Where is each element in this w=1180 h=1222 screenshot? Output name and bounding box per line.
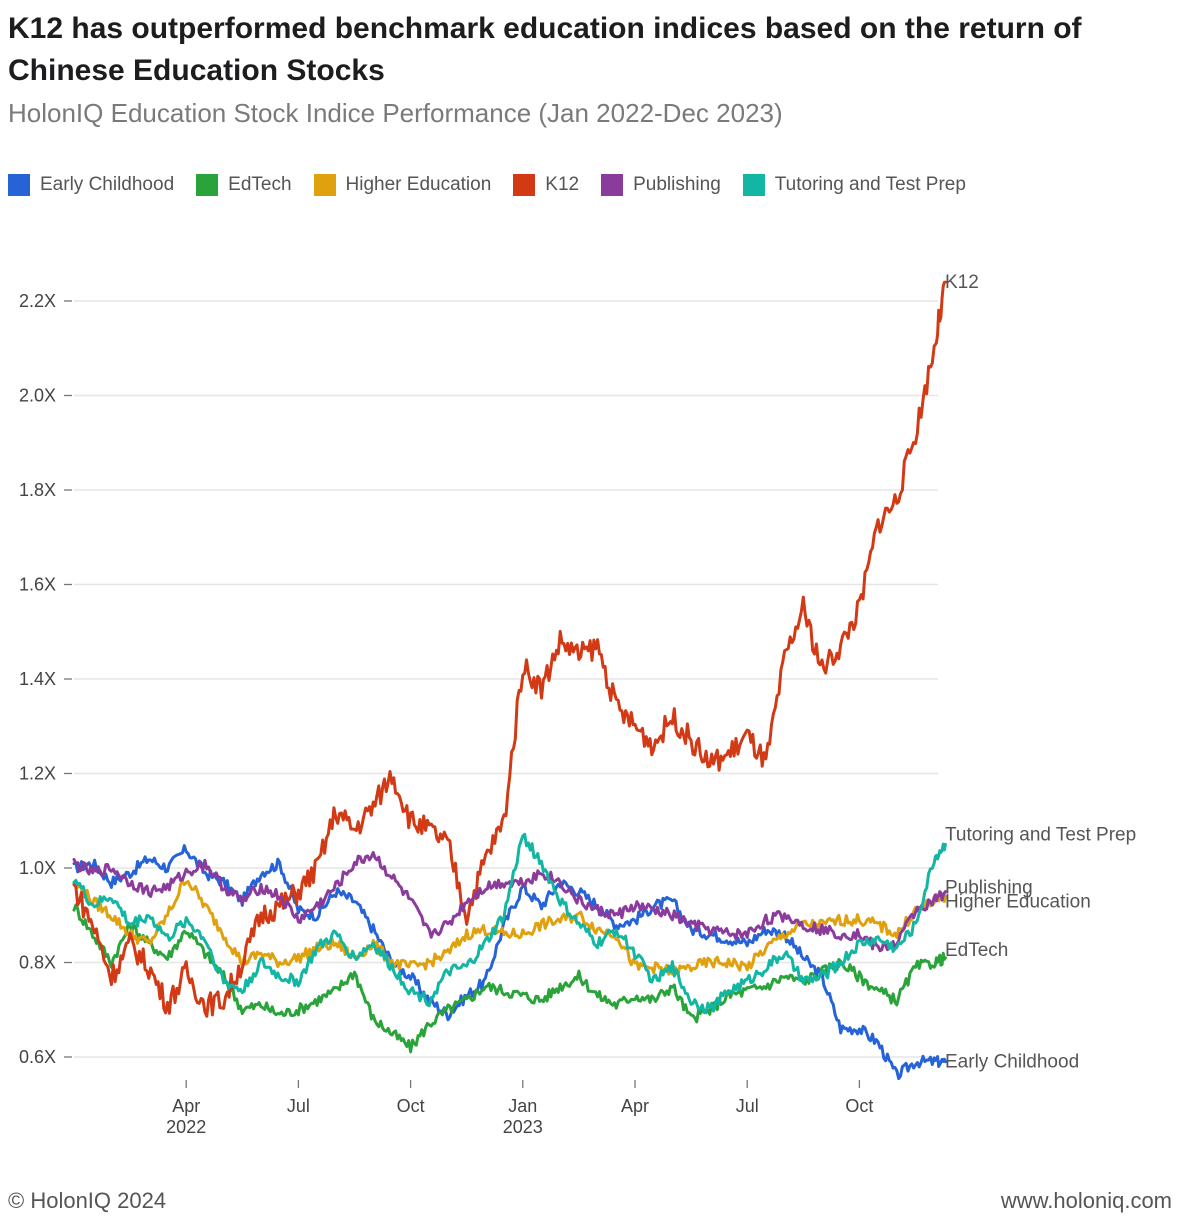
legend-item[interactable]: K12	[513, 174, 579, 196]
end-label: Publishing	[945, 878, 1033, 899]
end-label: EdTech	[945, 940, 1008, 961]
legend-swatch	[196, 174, 219, 196]
x-tick-label: Jul	[736, 1096, 759, 1116]
x-tick-label: Apr	[172, 1096, 200, 1116]
legend-item[interactable]: Publishing	[601, 174, 721, 196]
legend-label: Higher Education	[345, 174, 492, 195]
legend-swatch	[601, 174, 624, 196]
legend-label: Tutoring and Test Prep	[774, 174, 966, 195]
series-line-tutoring-and-test-prep	[72, 832, 947, 1015]
series-end-labels: Early Childhood EdTech Higher Education K12…	[945, 272, 1136, 1073]
end-label: Tutoring and Test Prep	[945, 824, 1136, 845]
legend-label: EdTech	[228, 174, 292, 195]
legend-label: K12	[545, 174, 580, 195]
legend-swatch	[513, 174, 536, 196]
x-tick-year-label: 2023	[503, 1117, 543, 1137]
x-tick-label: Apr	[621, 1096, 649, 1116]
chart-title: K12 has outperformed benchmark education…	[8, 12, 1082, 87]
series-line-higher-education	[72, 879, 947, 977]
x-tick-label: Oct	[845, 1096, 873, 1116]
y-tick-label: 1.6X	[19, 575, 56, 595]
x-tick-label: Oct	[397, 1096, 425, 1116]
y-tick-label: 1.8X	[19, 480, 56, 500]
chart-subtitle: HolonIQ Education Stock Indice Performan…	[8, 98, 783, 128]
x-tick-label: Jul	[287, 1096, 310, 1116]
end-label: Higher Education	[945, 891, 1091, 912]
series-line-k12	[72, 280, 947, 1018]
copyright-text: © HolonIQ 2024	[8, 1188, 167, 1213]
y-tick-label: 0.8X	[19, 953, 56, 973]
y-tick-label: 2.0X	[19, 386, 56, 406]
x-tick-label: Jan	[508, 1096, 537, 1116]
legend-label: Early Childhood	[40, 174, 175, 195]
line-chart: 0.6X0.8X1.0X1.2X1.4X1.6X1.8X2.0X2.2XApr2…	[19, 272, 1136, 1137]
website-link[interactable]: www.holoniq.com	[1000, 1188, 1172, 1213]
legend-item[interactable]: Higher Education	[313, 174, 492, 196]
legend-swatch	[742, 174, 765, 196]
legend: Early Childhood EdTech Higher Education K12…	[8, 174, 988, 196]
x-tick-year-label: 2022	[166, 1117, 206, 1137]
end-label: K12	[945, 272, 979, 293]
y-tick-label: 1.4X	[19, 669, 56, 689]
legend-item[interactable]: EdTech	[196, 174, 292, 196]
legend-item[interactable]: Tutoring and Test Prep	[742, 174, 966, 196]
y-tick-label: 0.6X	[19, 1047, 56, 1067]
end-label: Early Childhood	[945, 1052, 1079, 1073]
legend-label: Publishing	[633, 174, 721, 195]
y-tick-label: 1.2X	[19, 764, 56, 784]
y-tick-label: 2.2X	[19, 291, 56, 311]
legend-swatch	[313, 174, 336, 196]
y-tick-label: 1.0X	[19, 858, 56, 878]
series-lines	[72, 280, 947, 1081]
series-line-publishing	[72, 851, 947, 953]
legend-item[interactable]: Early Childhood	[8, 174, 174, 196]
legend-swatch	[8, 174, 30, 196]
